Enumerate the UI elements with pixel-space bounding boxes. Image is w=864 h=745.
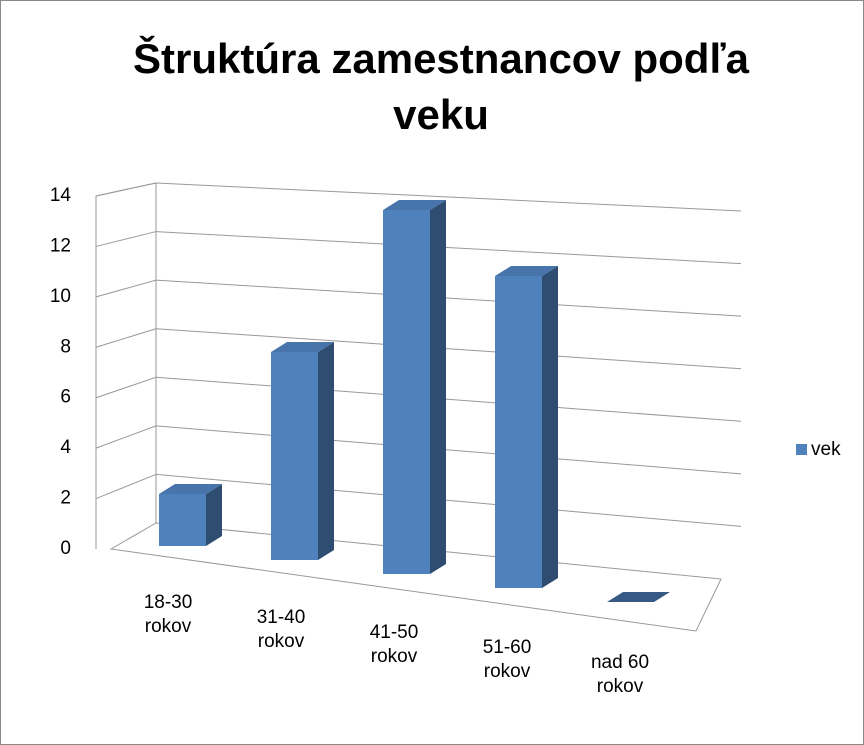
- bar-front: [495, 276, 542, 588]
- x-tick-label: nad 60 rokov: [590, 652, 650, 697]
- bar-top: [159, 484, 222, 494]
- grid-line: [155, 231, 742, 265]
- grid-line: [155, 376, 742, 422]
- bar-front: [159, 494, 206, 546]
- x-tick-label: 51-60 rokov: [482, 637, 532, 682]
- grid-line: [155, 328, 742, 370]
- grid-line: [95, 182, 157, 197]
- grid-line: [95, 425, 157, 449]
- bar-top: [383, 200, 446, 210]
- legend-label: vek: [811, 439, 841, 460]
- y-tick-label: 12: [50, 235, 71, 256]
- y-tick-label: 14: [50, 185, 72, 206]
- bar-top: [271, 342, 334, 352]
- legend-swatch: [796, 444, 807, 455]
- x-tick-label: 31-40 rokov: [256, 607, 306, 652]
- grid-line: [95, 376, 157, 399]
- grid-line: [95, 231, 157, 247]
- bar-side: [542, 266, 558, 588]
- grid-line: [155, 425, 742, 475]
- bar-front: [271, 352, 318, 560]
- floor: [109, 522, 722, 632]
- chart-title: Štruktúra zamestnancov podľa veku: [133, 35, 749, 138]
- bar-top: [607, 592, 670, 602]
- grid-line: [95, 328, 157, 348]
- grid-line: [95, 279, 157, 298]
- bar-side: [318, 342, 334, 560]
- y-tick-label: 2: [60, 488, 71, 509]
- grid-line: [95, 473, 157, 500]
- x-tick-label: 41-50 rokov: [369, 622, 419, 667]
- bar-side: [430, 200, 446, 574]
- y-tick-label: 6: [60, 387, 71, 408]
- grid-line: [155, 473, 742, 527]
- grid-line: [155, 279, 742, 317]
- bar-front: [383, 210, 430, 574]
- y-tick-label: 8: [60, 336, 71, 357]
- side-wall: [95, 182, 157, 549]
- y-tick-label: 0: [60, 538, 71, 559]
- grid-line: [155, 182, 742, 212]
- y-tick-label: 10: [50, 286, 71, 307]
- bar-top: [495, 266, 558, 276]
- x-tick-label: 18-30 rokov: [143, 592, 193, 637]
- y-tick-label: 4: [60, 437, 71, 458]
- bar-side: [206, 484, 222, 546]
